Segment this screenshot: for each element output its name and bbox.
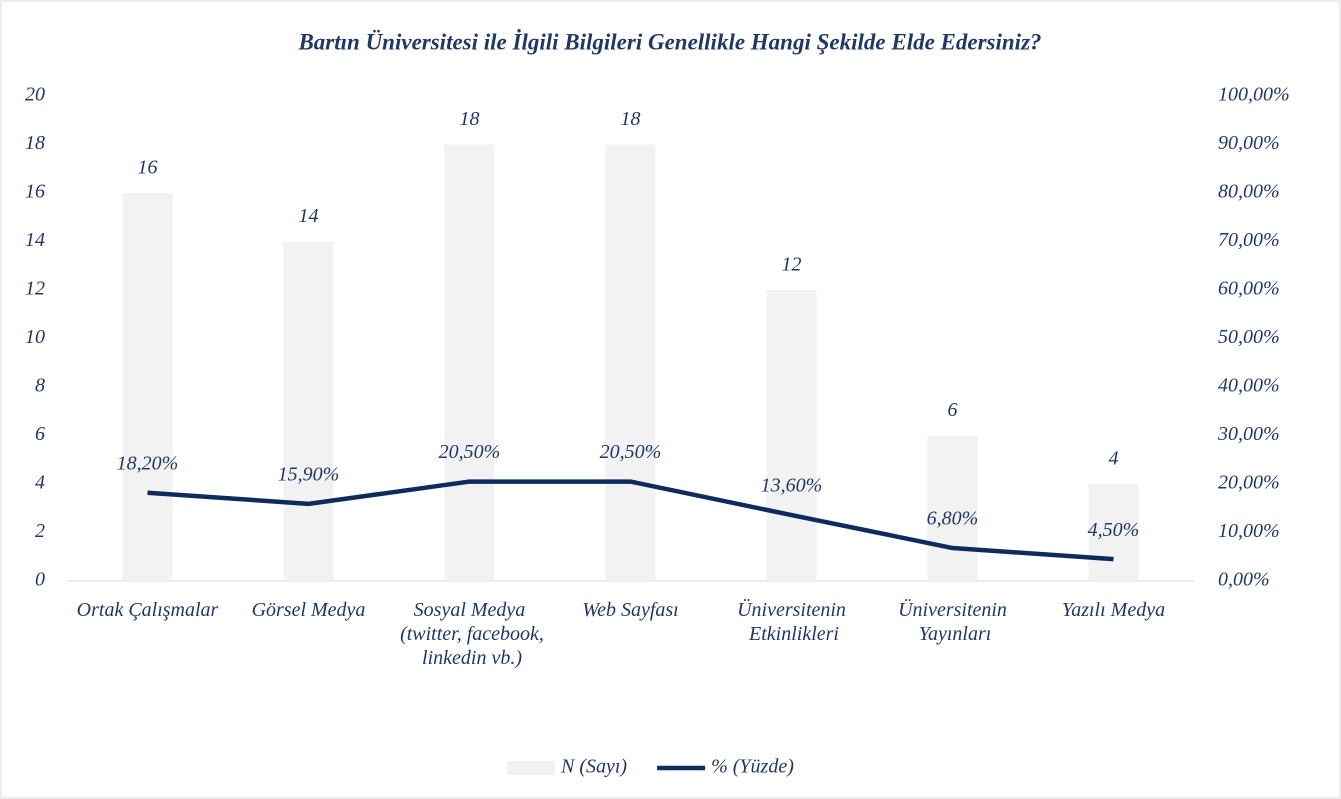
bar-value-label: 16 [138,157,158,179]
legend-label: % (Yüzde) [711,756,794,778]
y2-tick-label: 20,00% [1218,472,1280,494]
line [147,479,1114,562]
bar [766,290,817,581]
y2-tick-label: 100,00% [1218,84,1290,106]
bar [444,144,495,581]
bar [927,435,978,581]
y-tick-label: 4 [35,472,45,494]
x-tick-label: Üniversitenin Etkinlikleri [737,598,846,645]
x-tick-label: Üniversitenin Yayınları [898,598,1007,645]
y2-tick-label: 0,00% [1218,569,1270,591]
y-tick-label: 12 [25,278,45,300]
y-tick-label: 8 [35,375,45,397]
legend-swatch [507,761,555,775]
y2-tick-label: 50,00% [1218,326,1280,348]
y2-tick-label: 30,00% [1217,423,1280,445]
bar-value-label: 18 [460,108,480,130]
y-tick-label: 2 [35,520,45,542]
bar-value-label: 12 [782,254,802,276]
y-tick-label: 6 [35,423,45,445]
bar [283,241,334,581]
y2-tick-label: 80,00% [1218,181,1280,203]
y2-tick-label: 70,00% [1218,229,1280,251]
y2-tick-label: 40,00% [1218,375,1280,397]
line-value-label: 20,50% [600,441,662,463]
bar [1088,484,1139,581]
y2-tick-label: 10,00% [1218,520,1280,542]
bar [122,193,173,581]
y-tick-label: 16 [25,181,45,203]
line-value-label: 15,90% [278,463,340,485]
y-tick-label: 10 [25,326,45,348]
x-tick-label: Sosyal Medya (twitter, facebook, linkedi… [395,599,544,669]
x-tick-label: Görsel Medya [252,599,366,621]
x-tick-label: Ortak Çalışmalar [77,599,219,621]
y-tick-label: 20 [25,84,45,106]
legend-label: N (Sayı) [560,756,627,778]
bar-value-label: 18 [621,108,641,130]
bar-value-label: 14 [299,205,319,227]
line-value-label: 4,50% [1088,519,1140,541]
bar [605,144,656,581]
y-tick-label: 0 [35,569,45,591]
line-value-label: 20,50% [439,441,501,463]
bar-value-label: 6 [948,399,958,421]
y-tick-label: 14 [25,229,45,251]
x-tick-label: Web Sayfası [582,599,678,621]
line-value-label: 13,60% [761,475,823,497]
line-value-label: 6,80% [927,508,979,530]
y-tick-label: 18 [25,132,45,154]
y2-tick-label: 60,00% [1218,278,1280,300]
bar-value-label: 4 [1109,448,1119,470]
y2-tick-label: 90,00% [1218,132,1280,154]
line-value-label: 18,20% [117,452,179,474]
x-tick-label: Yazılı Medya [1062,599,1165,621]
chart-title: Bartın Üniversitesi ile İlgili Bilgileri… [297,28,1041,54]
